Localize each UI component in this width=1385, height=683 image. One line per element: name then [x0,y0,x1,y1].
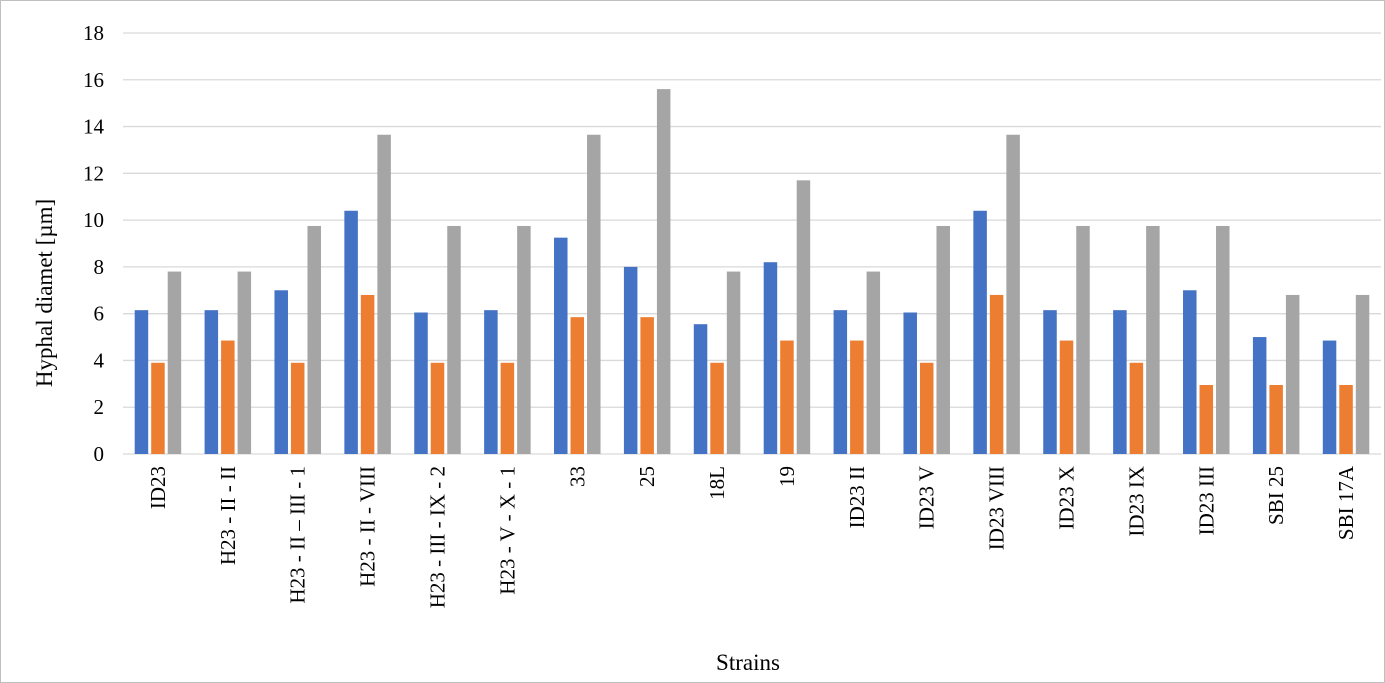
bar-series3-11 [936,225,950,454]
bar-series2-15 [1199,385,1214,454]
bar-series3-6 [587,134,601,454]
bar-series2-4 [430,362,445,454]
x-tick-label: H23 - II - II [216,466,240,565]
bar-series2-0 [151,362,165,454]
bar-series3-7 [656,89,671,454]
y-tick-label: 18 [83,21,104,45]
bars [134,89,1370,454]
y-tick-label: 4 [94,348,105,372]
x-tick-label: H23 - II – III - 1 [286,466,310,604]
y-tick-label: 8 [94,255,105,279]
x-tick-label: SBI 17A [1334,465,1358,540]
bar-series2-16 [1269,385,1283,454]
bar-series1-0 [134,310,149,454]
bar-series1-1 [204,310,219,454]
bar-series2-12 [989,294,1004,454]
bar-series2-5 [500,362,515,454]
bar-series3-2 [307,225,321,454]
bar-series3-16 [1285,294,1300,454]
x-tick-label: 33 [565,466,589,487]
bar-series3-3 [377,134,391,454]
y-tick-label: 2 [94,395,105,419]
bar-series1-4 [414,312,428,454]
x-tick-label: ID23 X [1055,466,1079,530]
bar-series1-10 [833,310,848,454]
x-tick-label: H23 - III - IX - 2 [426,466,450,608]
bar-series3-17 [1355,294,1370,454]
bar-series2-17 [1339,385,1353,454]
bar-series2-11 [919,362,934,454]
y-axis-title: Hyphal diamet [µm] [32,199,57,387]
bar-series1-5 [484,310,498,454]
x-tick-label: ID23 V [915,466,939,529]
x-tick-label: 18L [705,466,729,500]
bar-series3-15 [1216,225,1230,454]
gridlines [123,32,1381,455]
bar-series2-13 [1059,340,1074,454]
bar-series1-8 [693,324,708,454]
bar-series2-1 [221,340,235,454]
bar-series3-9 [796,180,811,454]
bar-series2-10 [850,340,864,454]
x-tick-label: 25 [635,466,659,487]
x-tick-label: 19 [775,466,799,487]
y-tick-label: 6 [94,302,105,326]
bar-series1-12 [973,210,987,454]
x-tick-label: ID23 VIII [985,466,1009,550]
x-tick-label: H23 - V - X - 1 [495,466,519,595]
y-tick-label: 10 [83,208,104,232]
y-tick-label: 0 [94,442,105,466]
bar-series1-3 [344,210,358,454]
bar-series3-0 [167,271,182,454]
bar-series1-9 [763,262,778,454]
x-tick-label: SBI 25 [1264,466,1288,525]
bar-series3-13 [1076,225,1090,454]
y-tick-label: 12 [83,161,104,185]
bar-series1-6 [554,237,568,454]
x-axis-title: Strains [716,650,780,675]
x-tick-label: ID23 [146,466,170,509]
bar-series1-15 [1183,290,1197,454]
bar-series1-16 [1252,337,1267,454]
bar-series2-14 [1129,362,1144,454]
bar-series1-7 [623,266,638,454]
bar-series2-2 [290,362,305,454]
bar-series1-11 [903,312,917,454]
x-tick-label: H23 - II - VIII [356,466,380,587]
y-tick-label: 14 [83,115,105,139]
bar-series2-7 [640,317,654,454]
bar-series1-14 [1113,310,1127,454]
bar-series3-10 [866,271,881,454]
x-tick-label: ID23 II [845,466,869,528]
y-tick-labels: 0 2 4 6 8 10 12 14 16 18 [83,21,105,466]
bar-series2-9 [780,340,794,454]
bar-series3-1 [237,271,252,454]
bar-series1-13 [1043,310,1057,454]
bar-series3-4 [447,225,461,454]
bar-series2-3 [360,294,375,454]
bar-series3-5 [517,225,531,454]
bar-series1-17 [1322,340,1337,454]
x-tick-label: ID23 III [1194,466,1218,535]
x-tick-label: ID23 IX [1124,466,1148,537]
y-tick-label: 16 [83,68,104,92]
bar-series1-2 [274,290,288,454]
bar-series3-8 [726,271,741,454]
x-tick-labels: ID23 H23 - II - II H23 - II – III - 1 H23 -… [146,465,1358,608]
bar-series2-6 [570,317,585,454]
bar-series2-8 [710,362,724,454]
bar-series3-12 [1006,134,1020,454]
bar-series3-14 [1146,225,1160,454]
